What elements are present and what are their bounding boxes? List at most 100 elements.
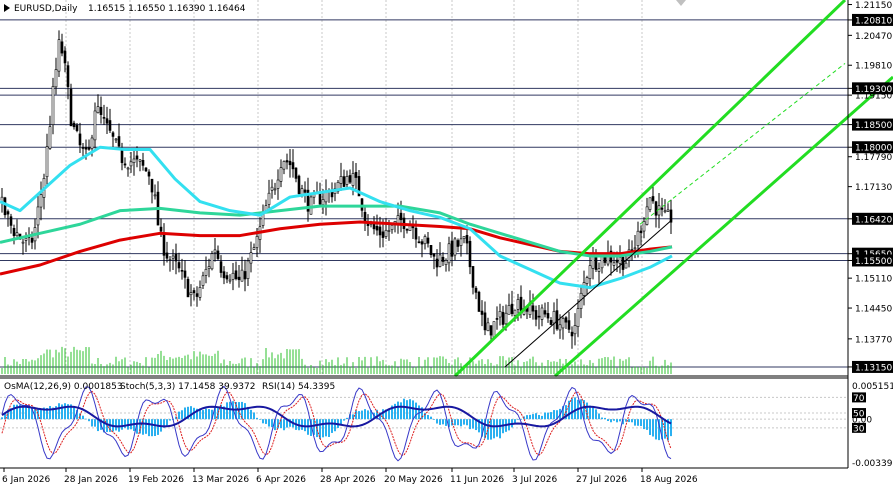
osma-bar [562,406,564,420]
candle-body [537,315,541,318]
osma-bar [367,410,369,420]
osma-bar [334,419,336,432]
price-axis[interactable]: 1.21150 1.20810 1.20470 1.19810 1.193001.191… [848,1,893,373]
price-label: 1.14450 [855,305,892,315]
candle-body [177,262,181,269]
osma-bar [658,419,660,441]
candle-body [408,225,412,231]
candle-body [390,224,394,231]
price-label: 1.19150 [855,92,892,102]
price-label: 1.13770 [855,335,892,345]
candle-body [237,276,241,281]
support-trendline[interactable] [504,219,673,368]
osma-bar [82,415,84,420]
osma-bar [484,419,486,439]
candle-body [24,237,28,241]
osma-bar [535,413,537,420]
osma-bar [22,404,24,420]
osma-bar [466,419,468,426]
candle-body [288,160,292,166]
ohlc-label: 1.16515 1.16550 1.16390 1.16464 [88,4,246,14]
osma-bar [202,410,204,420]
symbol-arrow-icon [4,4,10,12]
candle-body [138,159,142,162]
candle-body [585,277,589,284]
candle-body [192,290,196,294]
osma-bar [571,398,573,420]
candle-body [120,148,124,163]
candle-body [297,175,301,195]
candle-body [204,268,208,276]
osma-bar [25,405,27,420]
time-axis[interactable]: 6 Jan 2026 28 Jan 2026 19 Feb 2026 13 Mar 2… [2,468,698,485]
candle-body [546,313,550,319]
osma-bar [514,419,516,424]
candle-body [144,167,148,172]
osma-bar [322,419,324,438]
osma-bar [472,419,474,429]
osma-bar [364,409,366,420]
candle-body [360,198,364,211]
osma-bar [613,419,615,421]
osma-bar [313,419,315,435]
ema-fast-line [0,145,673,290]
osma-bar [256,417,258,420]
osma-bar [541,415,543,420]
osma-bar [400,402,402,420]
candle-body [117,136,121,147]
candle-body [540,307,544,320]
price-label: 1.18500 [855,121,892,131]
osma-bar [346,417,348,420]
osma-bar [619,419,621,422]
price-box [852,360,893,373]
price-panel[interactable] [0,0,893,378]
channel-midline[interactable] [639,63,846,225]
candle-body [417,241,421,244]
candle-body [567,320,571,330]
time-label: 27 Jul 2026 [576,475,627,485]
candle-body [321,199,325,205]
osma-bar [223,406,225,420]
osma-bar [616,419,618,423]
osma-bar [538,415,540,420]
channel-line[interactable] [554,75,893,378]
candle-body [636,230,640,247]
osma-bar [124,419,126,428]
osma-bar [13,404,15,420]
osma-bar [655,419,657,440]
osma-bar [622,419,624,425]
trend-channel[interactable] [453,0,893,378]
candle-body [504,312,508,325]
candle-body [423,236,427,245]
candle-body [654,201,658,216]
candle-body [180,270,184,272]
osma-bar [382,409,384,420]
osma-bar [304,419,306,432]
candle-body [168,259,172,261]
osma-bar [424,413,426,420]
candle-body [492,321,496,338]
candle-body [432,253,436,257]
scroll-marker-icon[interactable] [676,0,686,6]
candle-body [6,211,10,215]
osma-bar [481,419,483,437]
osma-bar [604,417,606,420]
indicator-box [852,392,866,403]
candle-body [345,176,349,185]
osma-bar [136,419,138,434]
time-label: 19 Feb 2026 [128,475,184,485]
osma-bar [328,419,330,437]
candle-body [570,331,574,337]
osma-bar [610,419,612,423]
osma-bar [343,419,345,421]
time-label: 6 Apr 2026 [256,475,306,485]
osma-bar [88,419,90,422]
channel-line[interactable] [453,0,847,378]
candle-body [534,310,538,320]
osma-bar [31,408,33,420]
indicator-panel[interactable] [0,385,848,462]
osma-bar [589,405,591,420]
osma-bar [166,419,168,427]
candle-body [453,238,457,256]
